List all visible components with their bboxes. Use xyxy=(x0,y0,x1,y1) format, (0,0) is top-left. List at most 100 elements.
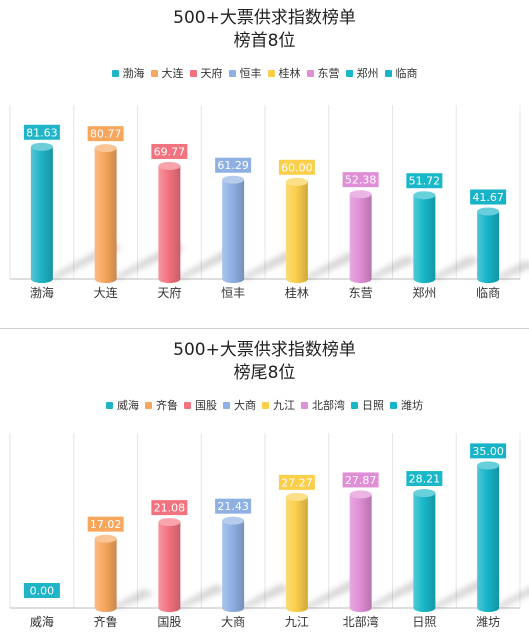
bar[interactable] xyxy=(349,494,372,612)
x-tick-label: 郑州 xyxy=(412,285,436,300)
bar-top xyxy=(158,161,181,170)
legend-label: 郑州 xyxy=(356,67,379,80)
legend-item[interactable]: 北部湾 xyxy=(301,397,345,413)
x-tick-label: 大连 xyxy=(94,285,118,300)
legend-item[interactable]: 国股 xyxy=(184,397,217,413)
bar-top xyxy=(349,190,372,199)
bar[interactable] xyxy=(158,522,181,612)
bar-top xyxy=(413,489,436,498)
bar-top xyxy=(158,518,181,527)
legend-label: 日照 xyxy=(362,399,384,412)
data-label: 21.08 xyxy=(154,502,186,515)
legend-swatch xyxy=(306,69,314,77)
bar[interactable] xyxy=(285,181,308,283)
legend-swatch xyxy=(384,69,392,77)
x-tick-label: 临商 xyxy=(476,285,500,300)
legend-label: 齐鲁 xyxy=(156,399,178,412)
bar[interactable] xyxy=(477,211,500,283)
legend-swatch xyxy=(262,401,269,409)
data-label: 51.72 xyxy=(409,175,441,188)
bar-top xyxy=(477,461,500,470)
legend-label: 威海 xyxy=(117,399,139,412)
x-tick-label: 北部湾 xyxy=(343,614,379,629)
bar[interactable] xyxy=(222,179,245,283)
legend-item[interactable]: 大连 xyxy=(150,65,184,81)
x-tick-label: 桂林 xyxy=(285,285,309,300)
data-label-box xyxy=(278,474,315,490)
legend-item[interactable]: 齐鲁 xyxy=(145,397,178,413)
x-tick-label: 威海 xyxy=(30,614,54,629)
bottom-chart-svg: 0.00 威海 17.02 齐鲁 21.08 国股 21.43 大商 27.27 九江 27.87 北… xyxy=(9,433,529,629)
legend-item[interactable]: 威海 xyxy=(106,397,139,413)
data-label-box xyxy=(215,498,252,514)
bar[interactable] xyxy=(94,538,117,612)
legend-item[interactable]: 恒丰 xyxy=(228,65,262,81)
legend-item[interactable]: 天府 xyxy=(189,65,223,81)
bar[interactable] xyxy=(222,520,245,612)
bar[interactable] xyxy=(349,194,372,283)
bar-top xyxy=(413,191,436,200)
data-label: 61.29 xyxy=(217,159,249,172)
legend-item[interactable]: 潍坊 xyxy=(390,397,423,413)
bar-shadow xyxy=(492,260,529,279)
bar[interactable] xyxy=(158,165,181,283)
data-label: 60.00 xyxy=(281,161,313,174)
x-tick-label: 大商 xyxy=(221,614,245,629)
chart-title: 500+大票供求指数榜单 xyxy=(173,340,356,360)
data-label: 17.02 xyxy=(90,518,122,531)
data-label-box xyxy=(342,472,379,488)
legend-item[interactable]: 日照 xyxy=(351,397,384,413)
legend-swatch xyxy=(228,69,236,77)
data-label-box xyxy=(470,443,507,459)
legend-label: 九江 xyxy=(273,399,295,412)
legend-swatch xyxy=(301,401,308,409)
top-chart-panel: 500+大票供求指数榜单 榜首8位 渤海 大连 天府 恒丰 桂林 东营 郑州 临商 81.63… xyxy=(9,8,529,300)
bar-top xyxy=(477,207,500,216)
data-label: 35.00 xyxy=(472,445,504,458)
legend-swatch xyxy=(111,69,119,77)
legend-label: 潍坊 xyxy=(401,399,423,412)
legend-item[interactable]: 渤海 xyxy=(111,65,145,81)
x-tick-label: 天府 xyxy=(157,285,181,300)
legend-label: 恒丰 xyxy=(239,67,262,80)
top-chart-svg: 81.63 渤海 80.77 大连 69.77 天府 61.29 恒丰 60.00 桂林 52.38… xyxy=(9,105,529,300)
bar[interactable] xyxy=(285,496,308,612)
legend-label: 大连 xyxy=(161,67,184,80)
x-tick-label: 九江 xyxy=(285,615,309,629)
legend-label: 北部湾 xyxy=(312,399,345,412)
legend-item[interactable]: 东营 xyxy=(306,65,340,81)
chart-divider xyxy=(0,328,529,329)
data-label: 28.21 xyxy=(409,473,441,486)
legend-swatch xyxy=(106,401,113,409)
bar[interactable] xyxy=(477,465,500,612)
data-label-box xyxy=(23,124,60,140)
bottom-chart-panel: 500+大票供求指数榜单 榜尾8位 威海 齐鲁 国股 大商 九江 北部湾 日照 潍坊 0.00… xyxy=(0,330,529,639)
data-label-box xyxy=(342,172,379,188)
bar[interactable] xyxy=(413,195,436,283)
bar-top xyxy=(285,492,308,501)
legend-item[interactable]: 桂林 xyxy=(267,65,301,81)
bar[interactable] xyxy=(94,148,117,283)
data-label: 52.38 xyxy=(345,174,377,187)
bar[interactable] xyxy=(413,493,436,612)
chart-title: 500+大票供求指数榜单 xyxy=(173,8,356,28)
legend-item[interactable]: 郑州 xyxy=(345,65,379,81)
legend-label: 临商 xyxy=(395,67,418,80)
legend-swatch xyxy=(267,69,275,77)
data-label: 41.67 xyxy=(472,191,504,204)
bar-top xyxy=(94,534,117,543)
data-label-box xyxy=(470,189,507,205)
chart-subtitle: 榜尾8位 xyxy=(233,363,296,383)
legend-label: 东营 xyxy=(317,67,340,80)
bar[interactable] xyxy=(30,146,53,283)
legend-label: 桂林 xyxy=(278,67,301,80)
legend-swatch xyxy=(345,69,353,77)
data-label-box xyxy=(151,143,188,159)
legend-item[interactable]: 九江 xyxy=(262,397,295,413)
legend-swatch xyxy=(150,69,158,77)
chart-subtitle: 榜首8位 xyxy=(233,31,296,51)
legend-item[interactable]: 大商 xyxy=(223,397,256,413)
data-label-box xyxy=(87,126,124,142)
x-tick-label: 恒丰 xyxy=(221,286,245,300)
legend-item[interactable]: 临商 xyxy=(384,65,418,81)
